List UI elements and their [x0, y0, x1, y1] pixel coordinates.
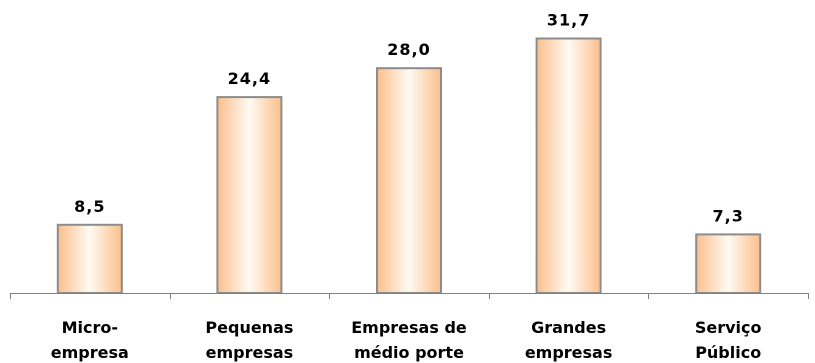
bar — [695, 233, 762, 294]
x-tick-label: Micro-empresa — [51, 318, 129, 362]
data-label: 31,7 — [547, 11, 590, 30]
bar — [376, 67, 442, 294]
data-label: 28,0 — [387, 40, 430, 59]
x-tick-label: Grandes empresas — [525, 318, 613, 362]
data-label: 8,5 — [74, 197, 105, 216]
x-tick-label: Serviço Público — [695, 318, 762, 362]
bar — [535, 37, 602, 294]
bars-layer — [56, 37, 762, 294]
x-axis — [10, 293, 809, 299]
bar — [56, 223, 123, 294]
x-tick-label: Pequenas empresas — [205, 318, 293, 362]
x-tick-label: Empresas de médio porte — [351, 318, 467, 362]
data-label: 7,3 — [713, 206, 744, 225]
data-label: 24,4 — [228, 69, 271, 88]
value-labels: 8,5 24,4 28,0 31,7 7,3 — [74, 11, 744, 226]
category-labels: Micro-empresa Pequenas empresas Empresas de… — [51, 318, 762, 362]
bar — [216, 96, 283, 294]
